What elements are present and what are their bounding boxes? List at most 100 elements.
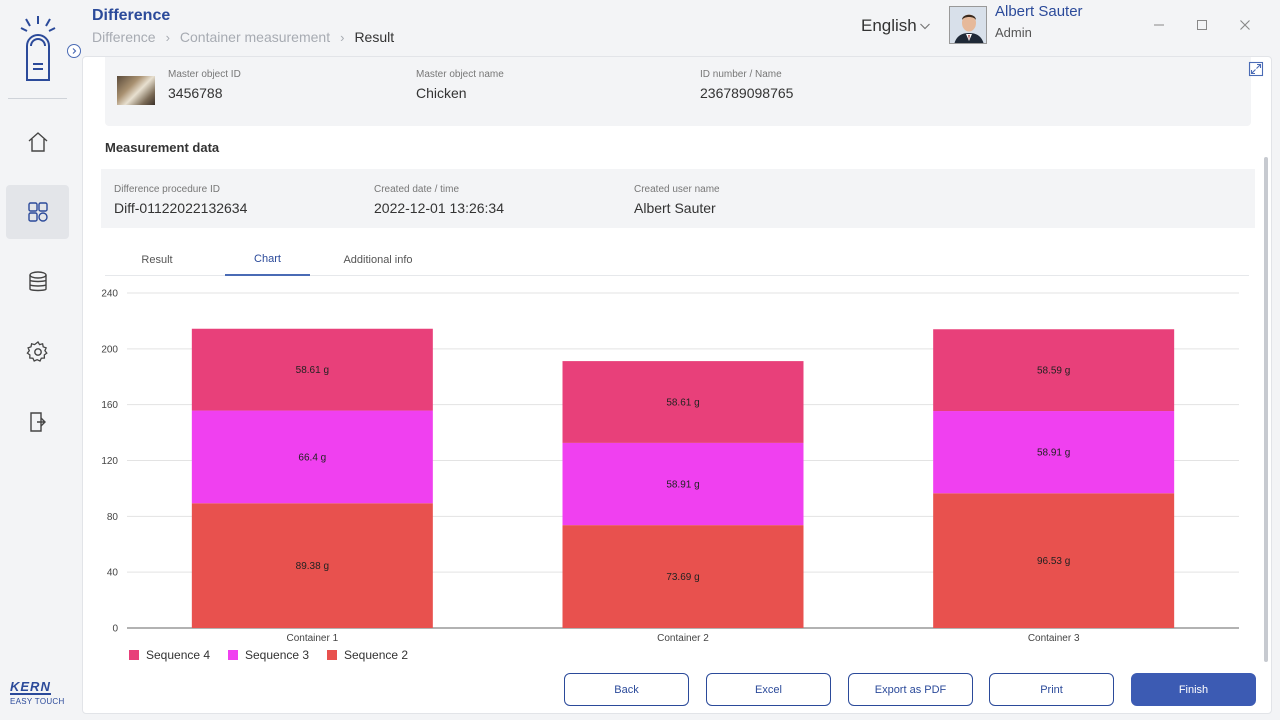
legend-label: Sequence 2: [344, 648, 408, 662]
tab-additional-info[interactable]: Additional info: [343, 253, 413, 266]
scrollbar[interactable]: [1264, 157, 1268, 662]
brand-name: KERN: [10, 679, 51, 695]
fullscreen-icon[interactable]: [1248, 61, 1264, 77]
bar-segment: [562, 525, 804, 628]
master-object-card: Master object ID 3456788 Master object n…: [105, 57, 1251, 126]
maximize-button[interactable]: [1191, 14, 1213, 36]
data-label: 66.4 g: [298, 452, 326, 463]
minimize-button[interactable]: [1148, 14, 1170, 36]
sidebar-item-home[interactable]: [6, 115, 69, 169]
close-button[interactable]: [1234, 14, 1256, 36]
legend-label: Sequence 3: [245, 648, 309, 662]
created-user-field: Created user name Albert Sauter: [634, 184, 720, 216]
bar-segment: [933, 411, 1175, 494]
y-tick-label: 0: [112, 624, 118, 635]
created-date-label: Created date / time: [374, 184, 460, 195]
breadcrumb-item-difference[interactable]: Difference: [92, 29, 156, 45]
scale-logo-icon: [20, 16, 56, 81]
measurement-section-title: Measurement data: [105, 140, 220, 155]
back-button[interactable]: Back: [564, 673, 689, 706]
legend-swatch: [228, 650, 238, 660]
main-panel: Master object ID 3456788 Master object n…: [82, 56, 1272, 714]
data-label: 58.61 g: [666, 398, 699, 409]
data-label: 96.53 g: [1037, 556, 1070, 567]
user-photo-icon: [950, 7, 986, 43]
master-object-name-field: Master object name Chicken: [416, 69, 504, 101]
sidebar-item-database[interactable]: [6, 255, 69, 309]
close-icon: [1240, 20, 1250, 30]
master-object-id-field: Master object ID 3456788: [168, 69, 241, 101]
created-date-field: Created date / time 2022-12-01 13:26:34: [374, 184, 504, 216]
master-object-name-value: Chicken: [416, 85, 467, 101]
procedure-id-field: Difference procedure ID Diff-01122022132…: [114, 184, 247, 216]
master-object-id-label: Master object ID: [168, 69, 241, 80]
sidebar-item-settings[interactable]: [6, 325, 69, 379]
y-tick-label: 160: [101, 400, 118, 411]
created-user-value: Albert Sauter: [634, 200, 716, 216]
y-tick-label: 40: [107, 568, 119, 579]
bar-segment: [191, 328, 433, 411]
data-label: 89.38 g: [296, 561, 329, 572]
maximize-icon: [1197, 20, 1207, 30]
chevron-right-icon: [72, 48, 77, 54]
tab-chart[interactable]: Chart: [225, 243, 310, 276]
language-select[interactable]: English: [861, 16, 931, 36]
avatar[interactable]: [949, 6, 987, 44]
tab-bar: Result Chart Additional info: [105, 243, 1249, 276]
master-object-id-value: 3456788: [168, 85, 223, 101]
print-button[interactable]: Print: [989, 673, 1114, 706]
data-label: 58.91 g: [666, 480, 699, 491]
legend-swatch: [327, 650, 337, 660]
y-tick-label: 240: [101, 289, 118, 300]
excel-button[interactable]: Excel: [706, 673, 831, 706]
legend-label: Sequence 4: [146, 648, 210, 662]
bar-segment: [191, 410, 433, 504]
breadcrumb-item-container-measurement[interactable]: Container measurement: [179, 29, 331, 45]
chevron-right-icon: ›: [340, 29, 345, 45]
sidebar-divider: [8, 98, 67, 99]
grid-icon: [27, 202, 48, 222]
y-tick-label: 80: [107, 512, 119, 523]
data-label: 58.91 g: [1037, 448, 1070, 459]
bar-segment: [933, 329, 1175, 412]
bar-segment: [191, 503, 433, 628]
home-icon: [28, 132, 47, 152]
legend-swatch: [129, 650, 139, 660]
sidebar-item-logout[interactable]: [6, 395, 69, 449]
user-role: Admin: [995, 25, 1032, 40]
stacked-bar-chart: 0 40 80 120 160 200 240 89.38 g 66.4 g 58.61 g Con…: [101, 289, 1239, 662]
bar-segment: [933, 493, 1175, 628]
chevron-down-icon: [919, 23, 930, 30]
database-icon: [28, 271, 47, 292]
chevron-right-icon: ›: [165, 29, 170, 45]
id-number-field: ID number / Name 236789098765: [700, 69, 793, 101]
data-label: 58.59 g: [1037, 366, 1070, 377]
x-tick-label: Container 2: [657, 633, 709, 644]
sidebar-item-dashboard[interactable]: [6, 185, 69, 239]
user-name: Albert Sauter: [995, 3, 1083, 20]
data-label: 58.61 g: [296, 365, 329, 376]
kern-logo: KERN EASY TOUCH: [10, 678, 68, 706]
x-tick-label: Container 3: [1028, 633, 1080, 644]
master-object-thumbnail: [117, 76, 155, 105]
procedure-id-label: Difference procedure ID: [114, 184, 220, 195]
bar-segment: [562, 442, 804, 526]
id-number-value: 236789098765: [700, 85, 794, 101]
master-object-name-label: Master object name: [416, 69, 504, 80]
x-tick-label: Container 1: [286, 633, 338, 644]
breadcrumb: Difference › Container measurement › Res…: [92, 29, 394, 45]
id-number-label: ID number / Name: [700, 69, 782, 80]
brand-sub: EASY TOUCH: [10, 697, 65, 706]
created-user-label: Created user name: [634, 184, 720, 195]
export-pdf-button[interactable]: Export as PDF: [848, 673, 973, 706]
language-label: English: [861, 16, 917, 35]
tab-result[interactable]: Result: [141, 253, 173, 266]
sidebar-expand-button[interactable]: [67, 44, 81, 58]
page-title: Difference: [92, 7, 171, 24]
data-label: 73.69 g: [666, 572, 699, 583]
logout-icon: [29, 412, 46, 432]
header: Difference Difference › Container measur…: [75, 0, 1280, 56]
y-tick-label: 200: [101, 344, 118, 355]
measurement-card: Difference procedure ID Diff-01122022132…: [101, 169, 1255, 228]
finish-button[interactable]: Finish: [1131, 673, 1256, 706]
